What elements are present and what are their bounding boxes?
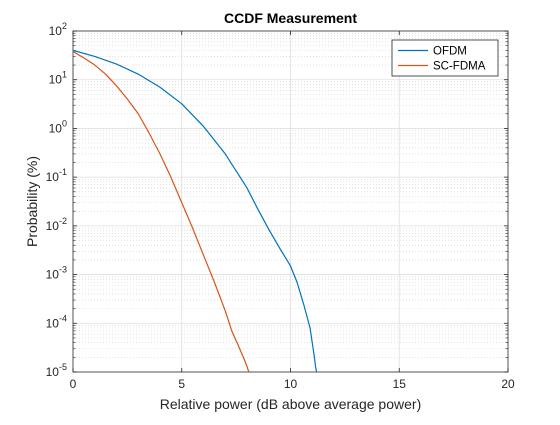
- y-tick-label: 101: [49, 70, 67, 87]
- y-tick-label: 10-3: [46, 265, 67, 282]
- x-tick-label: 5: [178, 377, 185, 391]
- y-tick-label: 10-5: [46, 362, 67, 379]
- series-line-ofdm: [72, 49, 318, 373]
- series: [72, 49, 318, 373]
- legend-box: [391, 39, 499, 77]
- x-tick-label: 10: [284, 377, 298, 391]
- series-line-sc-fdma: [72, 50, 250, 373]
- y-tick-label: 10-4: [46, 313, 67, 330]
- x-tick-label: 20: [501, 377, 515, 391]
- ticks: 0 5 10 15 20 10-5 10-4 10-3 10-2 10-1 100 101 102: [46, 21, 515, 391]
- x-tick-label: 0: [70, 377, 77, 391]
- legend: OFDM SC-FDMA: [391, 39, 499, 77]
- grid: [73, 31, 508, 372]
- x-tick-label: 15: [393, 377, 407, 391]
- legend-label: SC-FDMA: [433, 61, 486, 73]
- legend-label: OFDM: [433, 46, 467, 58]
- y-tick-label: 10-2: [46, 216, 67, 233]
- x-axis-label: Relative power (dB above average power): [160, 396, 421, 412]
- y-tick-label: 100: [49, 118, 67, 135]
- chart-title: CCDF Measurement: [224, 10, 357, 26]
- y-tick-label: 102: [49, 21, 67, 38]
- y-tick-label: 10-1: [46, 167, 67, 184]
- y-axis-label: Probability (%): [24, 156, 40, 247]
